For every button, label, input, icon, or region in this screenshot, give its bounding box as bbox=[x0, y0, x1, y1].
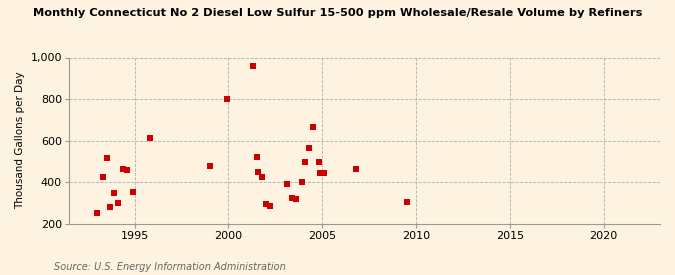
Point bbox=[281, 182, 292, 186]
Point bbox=[315, 171, 326, 175]
Point bbox=[97, 175, 108, 179]
Point bbox=[308, 125, 319, 129]
Point bbox=[304, 146, 315, 150]
Point bbox=[251, 155, 262, 160]
Point bbox=[265, 204, 275, 208]
Point bbox=[291, 197, 302, 201]
Point bbox=[402, 200, 412, 204]
Point bbox=[319, 171, 329, 175]
Point bbox=[287, 196, 298, 200]
Point bbox=[109, 190, 119, 195]
Point bbox=[300, 160, 310, 165]
Point bbox=[313, 160, 324, 165]
Point bbox=[128, 189, 138, 194]
Point bbox=[144, 135, 155, 140]
Text: Source: U.S. Energy Information Administration: Source: U.S. Energy Information Administ… bbox=[54, 262, 286, 272]
Point bbox=[296, 180, 307, 185]
Point bbox=[248, 64, 259, 68]
Point bbox=[261, 202, 271, 206]
Point bbox=[105, 205, 115, 209]
Text: Monthly Connecticut No 2 Diesel Low Sulfur 15-500 ppm Wholesale/Resale Volume by: Monthly Connecticut No 2 Diesel Low Sulf… bbox=[33, 8, 642, 18]
Point bbox=[92, 211, 103, 216]
Point bbox=[257, 175, 268, 179]
Point bbox=[122, 167, 132, 172]
Point bbox=[350, 167, 361, 171]
Point bbox=[101, 156, 112, 161]
Y-axis label: Thousand Gallons per Day: Thousand Gallons per Day bbox=[15, 72, 25, 210]
Point bbox=[112, 201, 123, 205]
Point bbox=[253, 170, 264, 174]
Point bbox=[221, 97, 232, 101]
Point bbox=[205, 164, 215, 168]
Point bbox=[118, 167, 129, 171]
